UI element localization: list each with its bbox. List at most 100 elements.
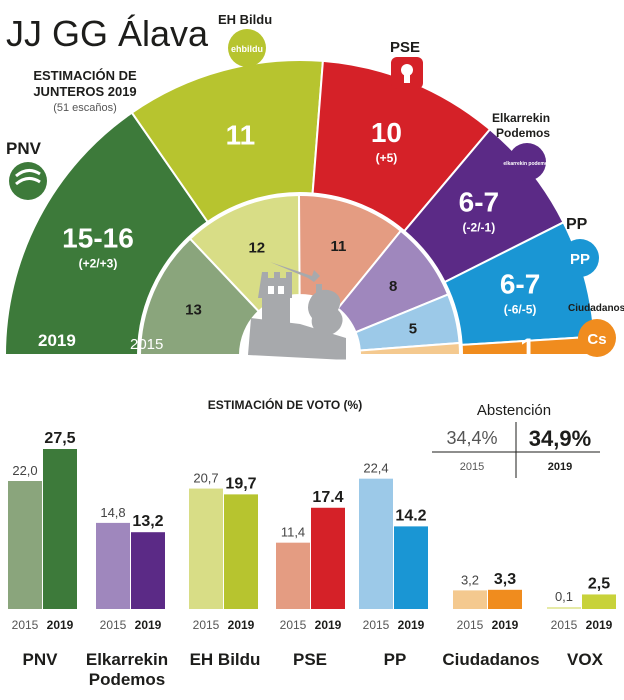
seats-2019-arc	[3, 59, 597, 356]
podemos-logo-icon: elkarrekin podemos	[503, 143, 551, 181]
bar-value-pp-2015: 22,4	[363, 461, 388, 476]
svg-text:Cs: Cs	[587, 331, 606, 348]
outer-seat-change-pp: (-6/-5)	[504, 302, 537, 316]
arc-label-pnv: PNV	[6, 139, 42, 158]
bar-chart-title: ESTIMACIÓN DE VOTO (%)	[208, 397, 362, 412]
inner-arc-year-label: 2015	[130, 336, 163, 353]
outer-arc-year-label: 2019	[38, 331, 76, 350]
pnv-logo-icon	[9, 162, 47, 200]
bar-value-cs-2019: 3,3	[494, 571, 516, 588]
bar-pse-2015	[276, 542, 310, 609]
svg-text:PP: PP	[570, 251, 590, 268]
bar-value-bildu-2019: 19,7	[225, 475, 256, 492]
inner-seat-label-bildu: 12	[248, 240, 265, 257]
bar-year-pnv-2015: 2015	[12, 618, 39, 632]
bar-category-pse: PSE	[293, 650, 327, 669]
abstention-year-2015: 2015	[460, 461, 484, 473]
bar-value-cs-2015: 3,2	[461, 572, 479, 587]
cs-logo-icon: Cs	[578, 319, 616, 357]
bar-value-vox-2015: 0,1	[555, 589, 573, 604]
pp-logo-icon: PP	[561, 239, 599, 277]
arc-label-pp: PP	[566, 216, 588, 233]
inner-seat-label-pp: 5	[409, 321, 417, 338]
bar-pp-2019	[394, 526, 428, 609]
bar-category-bildu: EH Bildu	[190, 650, 261, 669]
bar-year-cs-2015: 2015	[457, 618, 484, 632]
page-title: JJ GG Álava	[6, 13, 209, 54]
bar-value-bildu-2015: 20,7	[193, 471, 218, 486]
bar-pnv-2019	[43, 449, 77, 609]
bar-value-vox-2019: 2,5	[588, 575, 610, 592]
bar-cs-2015	[453, 590, 487, 609]
outer-seat-label-pse: 10	[371, 117, 402, 148]
bar-podemos-2019	[131, 532, 165, 609]
bar-year-vox-2015: 2015	[551, 618, 578, 632]
abstention-title: Abstención	[477, 402, 551, 419]
outer-segment-pnv	[3, 111, 210, 356]
bar-year-cs-2019: 2019	[492, 618, 519, 632]
bar-value-pp-2019: 14.2	[395, 507, 426, 524]
bar-year-pp-2019: 2019	[398, 618, 425, 632]
seats-note: (51 escaños)	[53, 102, 117, 114]
bar-category-cs: Ciudadanos	[442, 650, 539, 669]
bar-year-bildu-2015: 2015	[193, 618, 220, 632]
alava-coat-of-arms-icon	[248, 262, 346, 360]
bar-year-bildu-2019: 2019	[228, 618, 255, 632]
inner-segment-pnv	[138, 237, 261, 356]
outer-seat-label-bildu: 11	[226, 120, 256, 151]
inner-seat-label-pse: 11	[331, 238, 347, 255]
bar-year-vox-2019: 2019	[586, 618, 613, 632]
bar-year-pnv-2019: 2019	[47, 618, 74, 632]
bar-value-podemos-2019: 13,2	[132, 513, 163, 530]
bar-year-pse-2019: 2019	[315, 618, 342, 632]
outer-seat-label-cs: 1	[520, 333, 536, 364]
bar-bildu-2015	[189, 488, 223, 609]
bar-year-pse-2015: 2015	[280, 618, 307, 632]
inner-segment-cs	[358, 341, 462, 356]
outer-seat-change-podemos: (-2/-1)	[463, 221, 496, 235]
inner-seat-label-podemos: 8	[389, 278, 397, 295]
bar-cs-2019	[488, 589, 522, 609]
bar-value-pnv-2019: 27,5	[44, 430, 75, 447]
abstention-year-2019: 2019	[548, 461, 572, 473]
arc-label-cs: Ciudadanos	[568, 303, 624, 314]
arc-label-podemos-line1: Elkarrekin	[492, 111, 550, 125]
bar-value-podemos-2015: 14,8	[100, 505, 125, 520]
estimate-title-line2: JUNTEROS 2019	[33, 84, 136, 99]
bildu-logo-icon: ehbildu	[228, 29, 266, 67]
abstention-value-2015: 34,4%	[446, 428, 497, 448]
svg-text:ehbildu: ehbildu	[231, 44, 263, 54]
arc-label-bildu: EH Bildu	[218, 12, 272, 27]
bar-value-pse-2019: 17.4	[312, 489, 343, 506]
bar-value-pnv-2015: 22,0	[12, 463, 37, 478]
bar-category-pp: PP	[384, 650, 407, 669]
bar-category-podemos-line1: Elkarrekin	[86, 650, 168, 669]
vote-estimate-bars: 22,0 2015 27,5 2019 14,8 2015 13,2 2019 20,7 2015…	[8, 430, 616, 632]
outer-seat-change-pnv: (+2/+3)	[79, 256, 118, 270]
svg-text:elkarrekin podemos: elkarrekin podemos	[503, 161, 550, 167]
bar-category-podemos-line2: Podemos	[89, 670, 166, 689]
bar-category-pnv: PNV	[23, 650, 59, 669]
seats-2015-arc	[138, 193, 462, 356]
outer-seat-label-pp: 6-7	[500, 268, 540, 299]
bar-year-podemos-2019: 2019	[135, 618, 162, 632]
bar-vox-2015	[547, 607, 581, 609]
abstention-value-2019: 34,9%	[529, 426, 591, 451]
bar-pnv-2015	[8, 481, 42, 609]
inner-seat-label-pnv: 13	[185, 301, 202, 318]
bar-podemos-2015	[96, 522, 130, 609]
abstention-panel: Abstención 34,4% 34,9% 2015 2019	[432, 402, 600, 478]
seat-labels: 15-16 (+2/+3) 11 10 (+5) 6-7 (-2/-1) 6-7 (-6/-5)…	[62, 117, 540, 364]
outer-seat-label-podemos: 6-7	[459, 187, 499, 218]
bar-bildu-2019	[224, 494, 258, 609]
bar-category-vox: VOX	[567, 650, 604, 669]
outer-seat-label-pnv: 15-16	[62, 222, 134, 253]
bar-year-podemos-2015: 2015	[100, 618, 127, 632]
bar-value-pse-2015: 11,4	[281, 525, 305, 540]
estimate-title-line1: ESTIMACIÓN DE	[33, 68, 137, 83]
bar-pse-2019	[311, 507, 345, 609]
outer-seat-change-pse: (+5)	[376, 151, 398, 165]
bar-vox-2019	[582, 594, 616, 609]
pse-logo-icon	[391, 57, 423, 89]
